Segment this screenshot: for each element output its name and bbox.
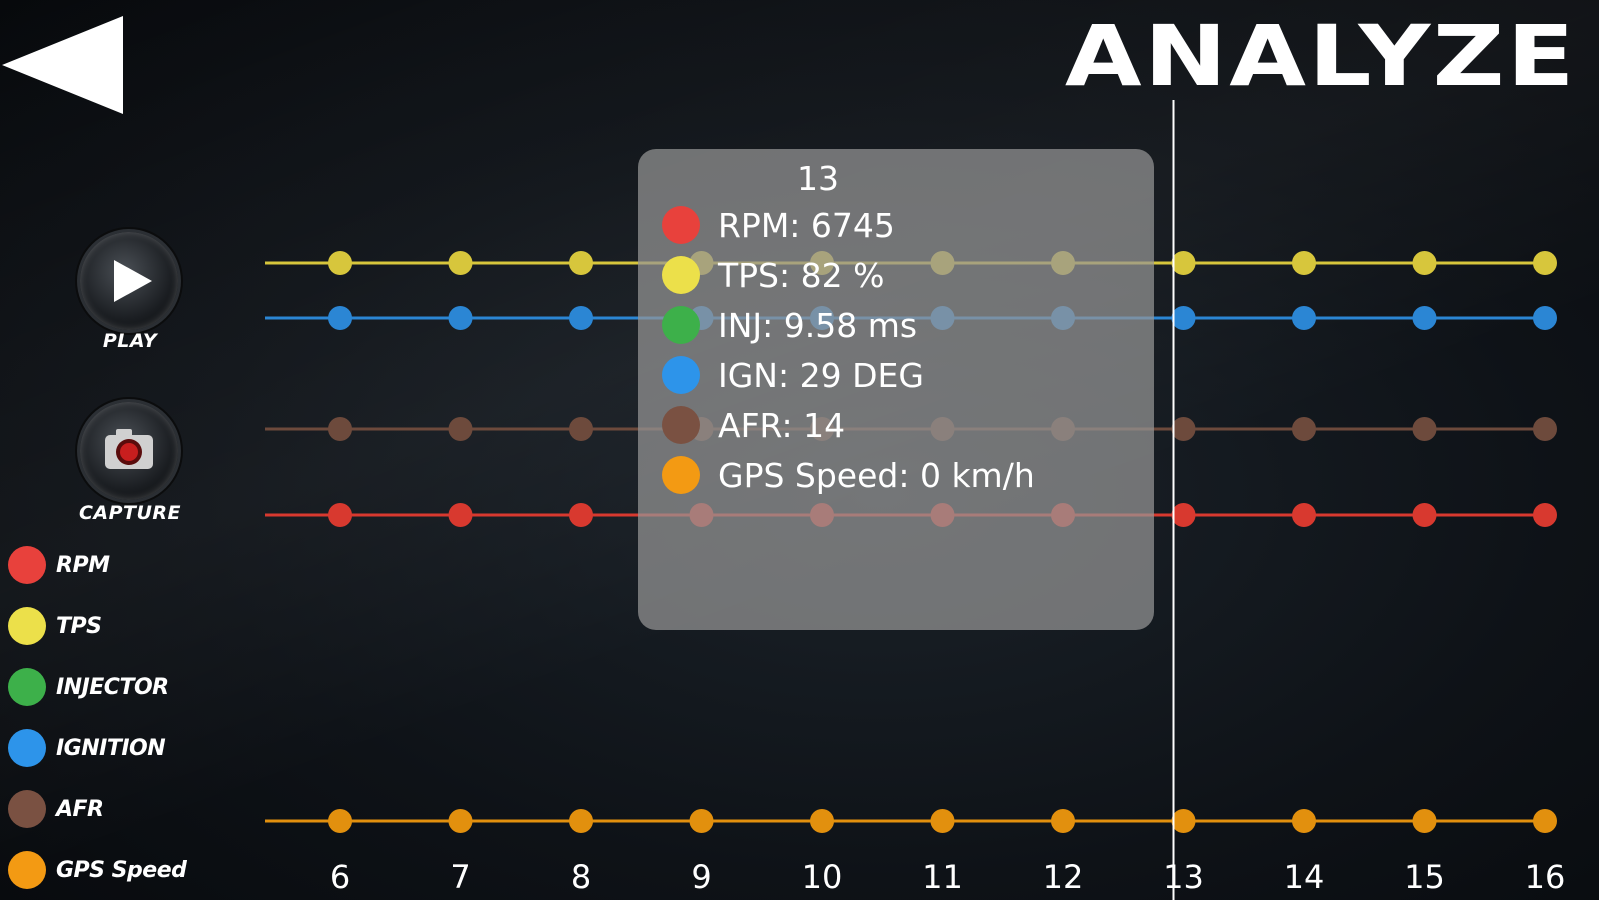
data-point-rpm[interactable]	[1533, 503, 1557, 527]
legend-item-tps[interactable]: TPS	[8, 606, 248, 646]
data-point-gps-speed[interactable]	[1533, 809, 1557, 833]
capture-label: CAPTURE	[78, 502, 182, 524]
data-point-afr[interactable]	[1292, 417, 1316, 441]
tooltip-dot	[662, 256, 700, 294]
data-point-afr[interactable]	[1171, 417, 1196, 441]
back-button[interactable]	[0, 14, 126, 116]
tooltip-text: INJ: 9.58 ms	[718, 305, 918, 345]
capture-button[interactable]	[80, 402, 178, 500]
data-point-ignition[interactable]	[569, 306, 593, 330]
play-label: PLAY	[102, 330, 158, 352]
legend-label: TPS	[56, 613, 102, 639]
back-arrow-icon	[2, 16, 123, 114]
data-point-gps-speed[interactable]	[328, 809, 352, 833]
data-point-tps[interactable]	[328, 251, 352, 275]
data-point-gps-speed[interactable]	[810, 809, 834, 833]
x-tick-label: 11	[922, 858, 963, 896]
data-point-afr[interactable]	[328, 417, 352, 441]
data-point-gps-speed[interactable]	[689, 809, 714, 833]
tooltip-dot	[662, 306, 700, 344]
x-tick-label: 14	[1284, 858, 1325, 896]
x-tick-label: 6	[330, 858, 350, 896]
camera-icon	[105, 429, 153, 469]
tooltip-row-ign: IGN: 29 DEG	[662, 353, 924, 397]
tooltip-row-rpm: RPM: 6745	[662, 203, 895, 247]
legend-label: AFR	[56, 796, 104, 822]
legend-item-rpm[interactable]: RPM	[8, 545, 248, 585]
play-button[interactable]	[80, 232, 178, 330]
x-tick-label: 15	[1404, 858, 1445, 896]
data-point-rpm[interactable]	[328, 503, 352, 527]
data-point-ignition[interactable]	[1533, 306, 1557, 330]
tooltip-text: RPM: 6745	[718, 205, 895, 245]
x-tick-label: 8	[571, 858, 591, 896]
legend-dot-rpm	[8, 546, 46, 584]
data-point-gps-speed[interactable]	[448, 809, 473, 833]
legend-label: IGNITION	[56, 735, 166, 761]
tooltip-text: GPS Speed: 0 km/h	[718, 455, 1035, 495]
data-point-tps[interactable]	[1171, 251, 1196, 275]
x-tick-label: 13	[1163, 858, 1204, 896]
data-point-tps[interactable]	[448, 251, 473, 275]
data-point-afr[interactable]	[448, 417, 473, 441]
data-point-rpm[interactable]	[1292, 503, 1316, 527]
legend-item-afr[interactable]: AFR	[8, 789, 248, 829]
tooltip-row-tps: TPS: 82 %	[662, 253, 884, 297]
data-tooltip: 13 RPM: 6745 TPS: 82 % INJ: 9.58 ms IGN:…	[638, 149, 1154, 630]
x-tick-label: 12	[1043, 858, 1084, 896]
tooltip-dot	[662, 206, 700, 244]
data-point-tps[interactable]	[569, 251, 593, 275]
legend-label: RPM	[56, 552, 110, 578]
x-tick-label: 16	[1525, 858, 1566, 896]
data-point-afr[interactable]	[1412, 417, 1437, 441]
data-point-gps-speed[interactable]	[1292, 809, 1316, 833]
legend-label: INJECTOR	[56, 674, 169, 700]
data-point-gps-speed[interactable]	[1051, 809, 1075, 833]
legend-dot-afr	[8, 790, 46, 828]
data-point-gps-speed[interactable]	[1412, 809, 1437, 833]
data-point-tps[interactable]	[1412, 251, 1437, 275]
tooltip-dot	[662, 456, 700, 494]
data-point-tps[interactable]	[1533, 251, 1557, 275]
legend-label: GPS Speed	[56, 857, 187, 883]
tooltip-header: 13	[797, 159, 839, 198]
data-point-rpm[interactable]	[569, 503, 593, 527]
page-title: ANALYZE	[1065, 7, 1577, 105]
play-icon	[114, 260, 152, 302]
data-point-rpm[interactable]	[448, 503, 473, 527]
data-point-ignition[interactable]	[448, 306, 473, 330]
tooltip-row-gps-speed: GPS Speed: 0 km/h	[662, 453, 1035, 497]
data-point-ignition[interactable]	[328, 306, 352, 330]
tooltip-dot	[662, 356, 700, 394]
legend-dot-tps	[8, 607, 46, 645]
data-point-rpm[interactable]	[1171, 503, 1196, 527]
data-point-afr[interactable]	[1533, 417, 1557, 441]
tooltip-text: IGN: 29 DEG	[718, 355, 924, 395]
tooltip-dot	[662, 406, 700, 444]
tooltip-row-inj: INJ: 9.58 ms	[662, 303, 917, 347]
tooltip-text: TPS: 82 %	[718, 255, 885, 295]
legend-dot-ignition	[8, 729, 46, 767]
legend-dot-injector	[8, 668, 46, 706]
x-tick-label: 9	[691, 858, 711, 896]
legend-dot-gps-speed	[8, 851, 46, 889]
data-point-tps[interactable]	[1292, 251, 1316, 275]
data-point-afr[interactable]	[569, 417, 593, 441]
tooltip-text: AFR: 14	[718, 405, 846, 445]
data-point-ignition[interactable]	[1171, 306, 1196, 330]
data-point-gps-speed[interactable]	[569, 809, 593, 833]
data-point-gps-speed[interactable]	[930, 809, 955, 833]
data-point-rpm[interactable]	[1412, 503, 1437, 527]
tooltip-row-afr: AFR: 14	[662, 403, 845, 447]
legend-item-gps-speed[interactable]: GPS Speed	[8, 850, 248, 890]
data-point-ignition[interactable]	[1292, 306, 1316, 330]
legend-item-injector[interactable]: INJECTOR	[8, 667, 248, 707]
data-point-gps-speed[interactable]	[1171, 809, 1196, 833]
x-tick-label: 10	[802, 858, 843, 896]
data-point-ignition[interactable]	[1412, 306, 1437, 330]
legend-item-ignition[interactable]: IGNITION	[8, 728, 248, 768]
x-tick-label: 7	[450, 858, 470, 896]
